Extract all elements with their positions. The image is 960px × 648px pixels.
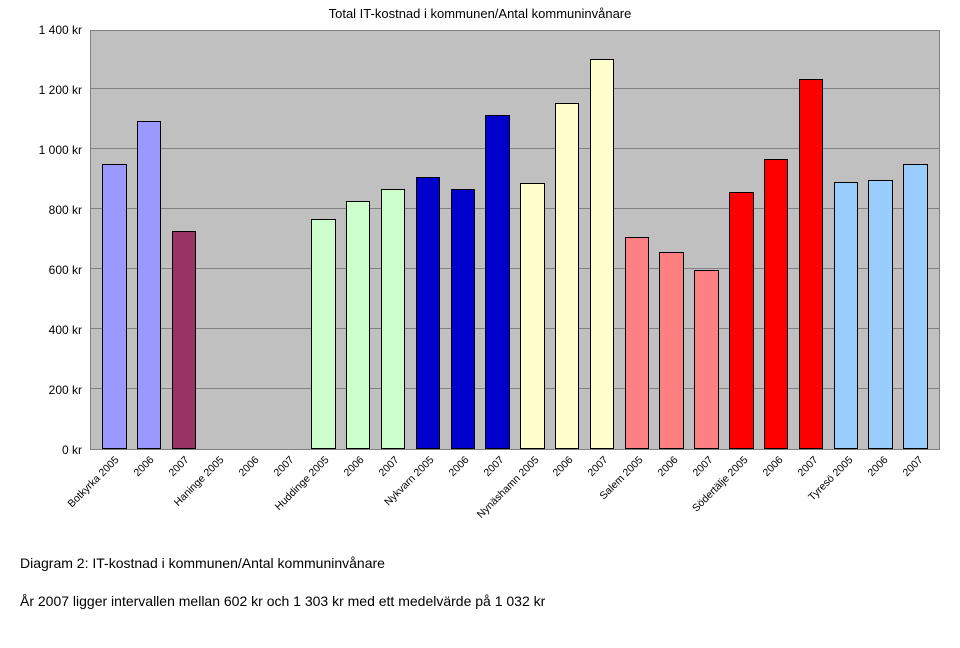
x-tick-label: 2006 — [237, 454, 262, 479]
x-tick-label: 2006 — [551, 454, 576, 479]
bar — [799, 79, 823, 449]
bar-slot — [306, 31, 341, 449]
bar-slot — [376, 31, 411, 449]
bar-slot — [201, 31, 236, 449]
y-tick-label: 200 kr — [49, 383, 82, 397]
bar-slot — [585, 31, 620, 449]
bar — [764, 159, 788, 449]
x-slot: 2006 — [131, 450, 166, 520]
caption-diagram: Diagram 2: IT-kostnad i kommunen/Antal k… — [20, 555, 940, 571]
y-tick-label: 0 kr — [62, 443, 82, 457]
bar — [625, 237, 649, 449]
bar-slot — [654, 31, 689, 449]
plot-area — [90, 30, 940, 450]
bar — [729, 192, 753, 449]
y-axis: 0 kr 200 kr 400 kr 600 kr 800 kr 1 000 kr 1 20… — [20, 30, 86, 520]
x-tick-label: 2006 — [760, 454, 785, 479]
bar-slot — [898, 31, 933, 449]
x-tick-label: 2007 — [272, 454, 297, 479]
bar-slot — [236, 31, 271, 449]
x-slot: Huddinge 2005 — [306, 450, 341, 520]
bar — [346, 201, 370, 449]
x-slot: 2007 — [899, 450, 934, 520]
bar-slot — [410, 31, 445, 449]
bar-slot — [341, 31, 376, 449]
x-tick-label: 2006 — [341, 454, 366, 479]
x-slot: Haninge 2005 — [201, 450, 236, 520]
bar — [172, 231, 196, 449]
caption-summary: År 2007 ligger intervallen mellan 602 kr… — [20, 593, 940, 609]
chart-title: Total IT-kostnad i kommunen/Antal kommun… — [0, 0, 960, 25]
bar — [903, 164, 927, 449]
x-slot: 2006 — [550, 450, 585, 520]
x-slot: 2006 — [760, 450, 795, 520]
bar — [102, 164, 126, 449]
bar — [381, 189, 405, 449]
bar-slot — [759, 31, 794, 449]
bar-slot — [271, 31, 306, 449]
x-tick-label: 2006 — [132, 454, 157, 479]
x-slot: 2006 — [340, 450, 375, 520]
chart: 0 kr 200 kr 400 kr 600 kr 800 kr 1 000 kr 1 20… — [20, 30, 940, 520]
bar-slot — [689, 31, 724, 449]
bar — [451, 189, 475, 449]
bar-slot — [445, 31, 480, 449]
x-tick-label: 2006 — [656, 454, 681, 479]
y-tick-label: 800 kr — [49, 203, 82, 217]
bar — [834, 182, 858, 449]
y-tick-label: 1 400 kr — [39, 23, 82, 37]
bar — [311, 219, 335, 449]
bar-slot — [863, 31, 898, 449]
x-tick-label: 2007 — [376, 454, 401, 479]
bar — [868, 180, 892, 449]
x-tick-label: 2007 — [795, 454, 820, 479]
bar — [694, 270, 718, 449]
bar — [416, 177, 440, 449]
bar-slot — [167, 31, 202, 449]
x-slot: Nynäshamn 2005 — [515, 450, 550, 520]
y-tick-label: 1 200 kr — [39, 83, 82, 97]
bar — [485, 115, 509, 449]
y-tick-label: 400 kr — [49, 323, 82, 337]
x-tick-label: 2006 — [446, 454, 471, 479]
bar-slot — [132, 31, 167, 449]
bars-container — [91, 31, 939, 449]
y-tick-label: 1 000 kr — [39, 143, 82, 157]
x-axis: Botkyrka 200520062007Haninge 20052006200… — [90, 450, 940, 520]
bar-slot — [828, 31, 863, 449]
y-tick-label: 600 kr — [49, 263, 82, 277]
bar — [555, 103, 579, 449]
bar-slot — [794, 31, 829, 449]
bar-slot — [515, 31, 550, 449]
x-slot: 2006 — [236, 450, 271, 520]
x-tick-label: 2007 — [691, 454, 716, 479]
bar-slot — [480, 31, 515, 449]
x-tick-label: 2006 — [865, 454, 890, 479]
bar — [520, 183, 544, 449]
bar — [659, 252, 683, 449]
bar-slot — [97, 31, 132, 449]
x-slot: Nykvarn 2005 — [410, 450, 445, 520]
captions: Diagram 2: IT-kostnad i kommunen/Antal k… — [20, 555, 940, 609]
x-tick-label: 2007 — [900, 454, 925, 479]
x-slot: 2006 — [445, 450, 480, 520]
x-tick-label: 2007 — [586, 454, 611, 479]
x-slot: 2006 — [655, 450, 690, 520]
bar-slot — [550, 31, 585, 449]
x-slot: Södertälje 2005 — [725, 450, 760, 520]
bar-slot — [724, 31, 759, 449]
x-slot: Tyresö 2005 — [829, 450, 864, 520]
bar — [590, 59, 614, 449]
x-slot: 2006 — [864, 450, 899, 520]
bar-slot — [619, 31, 654, 449]
bar — [137, 121, 161, 449]
x-tick-label: 2007 — [167, 454, 192, 479]
x-tick-label: 2007 — [481, 454, 506, 479]
x-slot: Salem 2005 — [620, 450, 655, 520]
page: Total IT-kostnad i kommunen/Antal kommun… — [0, 0, 960, 648]
x-slot: Botkyrka 2005 — [96, 450, 131, 520]
